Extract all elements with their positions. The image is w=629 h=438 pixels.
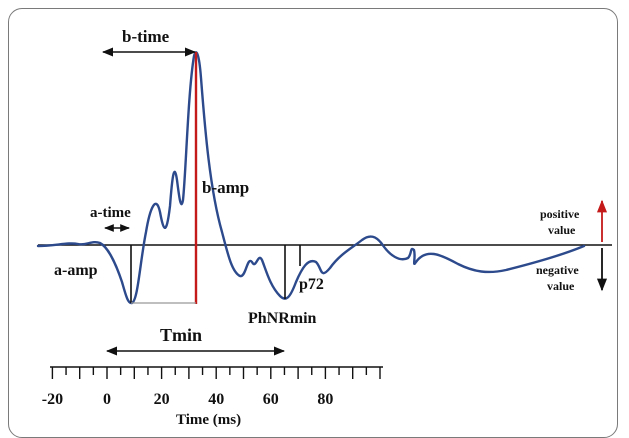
- negative-value-label: negative value: [536, 263, 579, 293]
- axis-tick-label: 40: [208, 391, 224, 408]
- p72-label: p72: [299, 276, 324, 293]
- axis-tick-label: 20: [154, 391, 170, 408]
- a-time-label: a-time: [90, 205, 131, 221]
- erg-waveform: [36, 51, 586, 305]
- time-axis: -20 0 20 40 60 80: [42, 366, 383, 408]
- axis-tick-label: -20: [42, 391, 63, 408]
- b-time-label: b-time: [122, 27, 170, 46]
- positive-value-label: positive value: [540, 207, 580, 237]
- tmin-label: Tmin: [160, 325, 202, 345]
- b-amp-label: b-amp: [202, 178, 249, 197]
- axis-tick-label: 60: [263, 391, 279, 408]
- a-amp-label: a-amp: [54, 262, 98, 279]
- phnr-min-label: PhNRmin: [248, 310, 317, 327]
- erg-diagram: b-time b-amp a-time a-amp p72 PhNRmin Tm…: [36, 27, 612, 427]
- axis-tick-label: 0: [103, 391, 111, 408]
- time-axis-title: Time (ms): [176, 412, 241, 427]
- axis-tick-label: 80: [317, 391, 333, 408]
